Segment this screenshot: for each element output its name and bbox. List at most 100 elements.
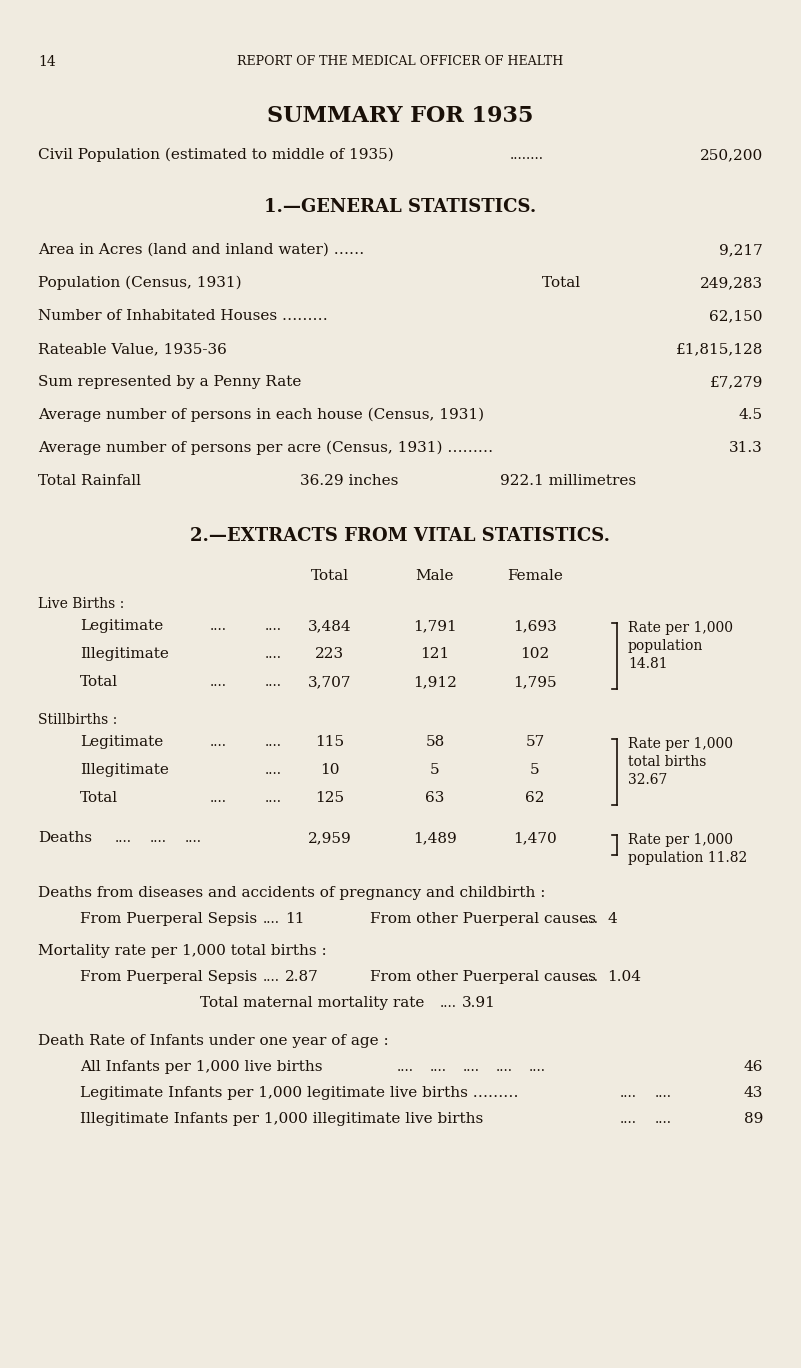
Text: ....: .... <box>397 1060 414 1074</box>
Text: Illegitimate Infants per 1,000 illegitimate live births: Illegitimate Infants per 1,000 illegitim… <box>80 1112 483 1126</box>
Text: 3,707: 3,707 <box>308 674 352 689</box>
Text: ....: .... <box>265 735 282 750</box>
Text: 1,912: 1,912 <box>413 674 457 689</box>
Text: ....: .... <box>463 1060 480 1074</box>
Text: total births: total births <box>628 755 706 769</box>
Text: Rate per 1,000: Rate per 1,000 <box>628 833 733 847</box>
Text: ....: .... <box>210 735 227 750</box>
Text: ....: .... <box>265 618 282 633</box>
Text: 36.29 inches: 36.29 inches <box>300 473 398 488</box>
Text: ....: .... <box>582 970 599 984</box>
Text: ....: .... <box>265 674 282 689</box>
Text: 121: 121 <box>421 647 449 661</box>
Text: ....: .... <box>263 912 280 926</box>
Text: From other Puerperal causes: From other Puerperal causes <box>370 912 596 926</box>
Text: Total maternal mortality rate: Total maternal mortality rate <box>200 996 425 1010</box>
Text: 62: 62 <box>525 791 545 804</box>
Text: 922.1 millimetres: 922.1 millimetres <box>500 473 636 488</box>
Text: ....: .... <box>655 1112 672 1126</box>
Text: 5: 5 <box>530 763 540 777</box>
Text: ....: .... <box>185 830 202 845</box>
Text: ....: .... <box>582 912 599 926</box>
Text: ....: .... <box>430 1060 447 1074</box>
Text: 58: 58 <box>425 735 445 750</box>
Text: REPORT OF THE MEDICAL OFFICER OF HEALTH: REPORT OF THE MEDICAL OFFICER OF HEALTH <box>237 55 563 68</box>
Text: Total: Total <box>80 674 118 689</box>
Text: 1.04: 1.04 <box>607 970 641 984</box>
Text: 250,200: 250,200 <box>700 148 763 161</box>
Text: Total: Total <box>80 791 118 804</box>
Text: ....: .... <box>440 996 457 1010</box>
Text: ........: ........ <box>510 148 544 161</box>
Text: 46: 46 <box>743 1060 763 1074</box>
Text: 5: 5 <box>430 763 440 777</box>
Text: Population (Census, 1931): Population (Census, 1931) <box>38 276 242 290</box>
Text: 32.67: 32.67 <box>628 773 667 787</box>
Text: ....: .... <box>265 763 282 777</box>
Text: ....: .... <box>210 791 227 804</box>
Text: 2,959: 2,959 <box>308 830 352 845</box>
Text: 63: 63 <box>425 791 445 804</box>
Text: 4: 4 <box>607 912 617 926</box>
Text: 3.91: 3.91 <box>462 996 496 1010</box>
Text: ....: .... <box>263 970 280 984</box>
Text: 31.3: 31.3 <box>729 440 763 456</box>
Text: 1,795: 1,795 <box>513 674 557 689</box>
Text: Stillbirths :: Stillbirths : <box>38 713 117 726</box>
Text: All Infants per 1,000 live births: All Infants per 1,000 live births <box>80 1060 323 1074</box>
Text: 125: 125 <box>316 791 344 804</box>
Text: Number of Inhabitated Houses ………: Number of Inhabitated Houses ……… <box>38 309 328 323</box>
Text: Deaths from diseases and accidents of pregnancy and childbirth :: Deaths from diseases and accidents of pr… <box>38 886 545 900</box>
Text: Total: Total <box>542 276 585 290</box>
Text: Rateable Value, 1935-36: Rateable Value, 1935-36 <box>38 342 227 356</box>
Text: 9,217: 9,217 <box>719 244 763 257</box>
Text: 62,150: 62,150 <box>710 309 763 323</box>
Text: Legitimate: Legitimate <box>80 735 163 750</box>
Text: Female: Female <box>507 569 563 583</box>
Text: Rate per 1,000: Rate per 1,000 <box>628 621 733 635</box>
Text: population 11.82: population 11.82 <box>628 851 747 865</box>
Text: Total Rainfall: Total Rainfall <box>38 473 141 488</box>
Text: ....: .... <box>210 674 227 689</box>
Text: Legitimate Infants per 1,000 legitimate live births ………: Legitimate Infants per 1,000 legitimate … <box>80 1086 518 1100</box>
Text: Sum represented by a Penny Rate: Sum represented by a Penny Rate <box>38 375 301 389</box>
Text: ....: .... <box>150 830 167 845</box>
Text: Deaths: Deaths <box>38 830 92 845</box>
Text: Legitimate: Legitimate <box>80 618 163 633</box>
Text: ....: .... <box>210 618 227 633</box>
Text: 1.—GENERAL STATISTICS.: 1.—GENERAL STATISTICS. <box>264 198 536 216</box>
Text: ....: .... <box>620 1112 637 1126</box>
Text: 223: 223 <box>316 647 344 661</box>
Text: 2.—EXTRACTS FROM VITAL STATISTICS.: 2.—EXTRACTS FROM VITAL STATISTICS. <box>190 527 610 544</box>
Text: Rate per 1,000: Rate per 1,000 <box>628 737 733 751</box>
Text: From Puerperal Sepsis: From Puerperal Sepsis <box>80 970 257 984</box>
Text: Civil Population (estimated to middle of 1935): Civil Population (estimated to middle of… <box>38 148 394 163</box>
Text: population: population <box>628 639 703 653</box>
Text: From Puerperal Sepsis: From Puerperal Sepsis <box>80 912 257 926</box>
Text: Live Births :: Live Births : <box>38 596 124 611</box>
Text: 1,791: 1,791 <box>413 618 457 633</box>
Text: 249,283: 249,283 <box>700 276 763 290</box>
Text: £1,815,128: £1,815,128 <box>675 342 763 356</box>
Text: ....: .... <box>496 1060 513 1074</box>
Text: 102: 102 <box>521 647 549 661</box>
Text: Male: Male <box>416 569 454 583</box>
Text: 1,693: 1,693 <box>513 618 557 633</box>
Text: Total: Total <box>311 569 349 583</box>
Text: 10: 10 <box>320 763 340 777</box>
Text: ....: .... <box>620 1086 637 1100</box>
Text: 14.81: 14.81 <box>628 657 667 670</box>
Text: 4.5: 4.5 <box>739 408 763 421</box>
Text: 43: 43 <box>743 1086 763 1100</box>
Text: Average number of persons per acre (Census, 1931) ………: Average number of persons per acre (Cens… <box>38 440 493 456</box>
Text: Mortality rate per 1,000 total births :: Mortality rate per 1,000 total births : <box>38 944 327 958</box>
Text: 14: 14 <box>38 55 56 68</box>
Text: 3,484: 3,484 <box>308 618 352 633</box>
Text: Illegitimate: Illegitimate <box>80 763 169 777</box>
Text: From other Puerperal causes: From other Puerperal causes <box>370 970 596 984</box>
Text: 11: 11 <box>285 912 304 926</box>
Text: ....: .... <box>529 1060 546 1074</box>
Text: 115: 115 <box>316 735 344 750</box>
Text: ....: .... <box>655 1086 672 1100</box>
Text: Area in Acres (land and inland water) ……: Area in Acres (land and inland water) …… <box>38 244 364 257</box>
